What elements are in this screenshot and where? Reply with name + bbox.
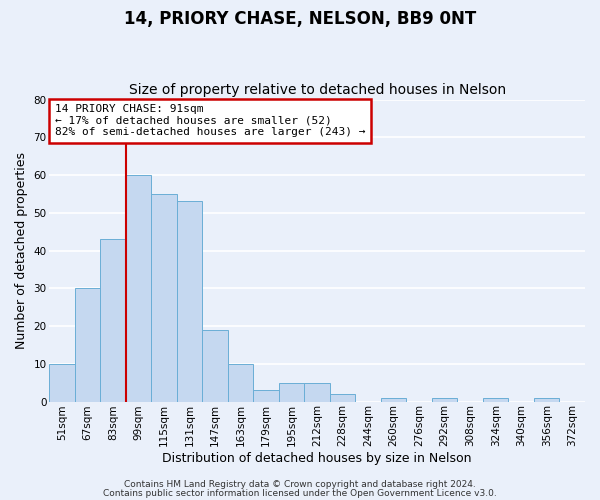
Bar: [126, 175, 151, 402]
Bar: [228, 364, 253, 402]
Bar: [483, 398, 508, 402]
Bar: [49, 364, 75, 402]
Y-axis label: Number of detached properties: Number of detached properties: [15, 152, 28, 349]
X-axis label: Distribution of detached houses by size in Nelson: Distribution of detached houses by size …: [163, 452, 472, 465]
Bar: [432, 398, 457, 402]
Bar: [100, 239, 126, 402]
Bar: [330, 394, 355, 402]
Bar: [151, 194, 177, 402]
Bar: [534, 398, 559, 402]
Text: 14 PRIORY CHASE: 91sqm
← 17% of detached houses are smaller (52)
82% of semi-det: 14 PRIORY CHASE: 91sqm ← 17% of detached…: [55, 104, 365, 138]
Bar: [75, 288, 100, 402]
Text: 14, PRIORY CHASE, NELSON, BB9 0NT: 14, PRIORY CHASE, NELSON, BB9 0NT: [124, 10, 476, 28]
Bar: [279, 382, 304, 402]
Bar: [253, 390, 279, 402]
Bar: [381, 398, 406, 402]
Bar: [177, 202, 202, 402]
Bar: [202, 330, 228, 402]
Text: Contains HM Land Registry data © Crown copyright and database right 2024.: Contains HM Land Registry data © Crown c…: [124, 480, 476, 489]
Bar: [304, 382, 330, 402]
Text: Contains public sector information licensed under the Open Government Licence v3: Contains public sector information licen…: [103, 488, 497, 498]
Title: Size of property relative to detached houses in Nelson: Size of property relative to detached ho…: [128, 83, 506, 97]
